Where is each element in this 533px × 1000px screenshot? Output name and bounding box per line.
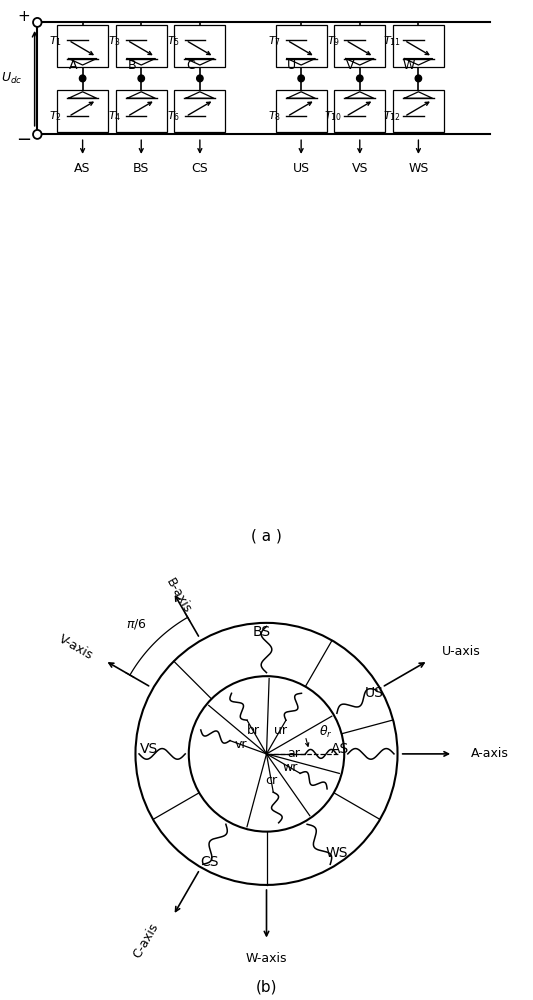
Text: C-axis: C-axis [131,921,161,961]
Text: V-axis: V-axis [56,632,95,662]
Circle shape [33,130,42,139]
Text: US: US [365,686,384,700]
Bar [174,90,225,132]
Bar [57,25,108,67]
Text: U-axis: U-axis [441,645,480,658]
Bar [334,25,385,67]
Circle shape [298,75,304,82]
Circle shape [79,75,86,82]
Text: +: + [18,9,30,24]
Text: $T_9$: $T_9$ [327,34,340,47]
Bar [174,25,225,67]
Text: $T_2$: $T_2$ [50,109,62,123]
Text: A: A [69,59,77,72]
Text: $T_{10}$: $T_{10}$ [324,109,342,123]
Text: $T_{11}$: $T_{11}$ [383,34,401,47]
Bar [116,25,167,67]
Text: $T_1$: $T_1$ [50,34,62,47]
Bar [393,90,444,132]
Text: ( a ): ( a ) [251,528,282,543]
Text: $T_5$: $T_5$ [167,34,180,47]
Text: $T_4$: $T_4$ [108,109,122,123]
Text: $T_{12}$: $T_{12}$ [383,109,401,123]
Bar [116,90,167,132]
Text: $T_3$: $T_3$ [108,34,121,47]
Circle shape [357,75,363,82]
Circle shape [138,75,144,82]
Text: VS: VS [352,162,368,175]
Bar [57,90,108,132]
Text: (b): (b) [256,980,277,995]
Text: CS: CS [200,855,219,869]
Text: ar: ar [287,747,300,760]
Bar [393,25,444,67]
Text: wr: wr [282,761,298,774]
Text: C: C [186,59,195,72]
Text: $U_{dc}$: $U_{dc}$ [1,71,22,86]
Text: WS: WS [325,846,348,860]
Text: cr: cr [265,774,277,787]
Circle shape [197,75,203,82]
Text: AS: AS [75,162,91,175]
Text: WS: WS [408,162,429,175]
Text: $T_8$: $T_8$ [268,109,281,123]
Circle shape [415,75,422,82]
Text: W: W [402,59,415,72]
Circle shape [33,18,42,27]
Text: B-axis: B-axis [163,576,193,615]
Text: $T_7$: $T_7$ [268,34,281,47]
Text: W-axis: W-axis [246,952,287,965]
Text: A-axis: A-axis [471,747,508,760]
Text: ur: ur [273,724,287,737]
Text: −: − [17,131,31,149]
Text: U: U [287,59,296,72]
Bar [276,25,327,67]
Text: AS: AS [330,742,349,756]
Text: BS: BS [253,625,271,639]
Text: V: V [346,59,354,72]
Text: US: US [293,162,310,175]
Text: $\pi/6$: $\pi/6$ [126,617,147,631]
Text: CS: CS [191,162,208,175]
Text: $\theta_r$: $\theta_r$ [319,724,333,740]
Bar [334,90,385,132]
Text: B: B [127,59,136,72]
Bar [276,90,327,132]
Text: VS: VS [140,742,158,756]
Text: $T_6$: $T_6$ [167,109,180,123]
Text: BS: BS [133,162,149,175]
Text: br: br [246,724,260,737]
Text: vr: vr [235,738,247,751]
